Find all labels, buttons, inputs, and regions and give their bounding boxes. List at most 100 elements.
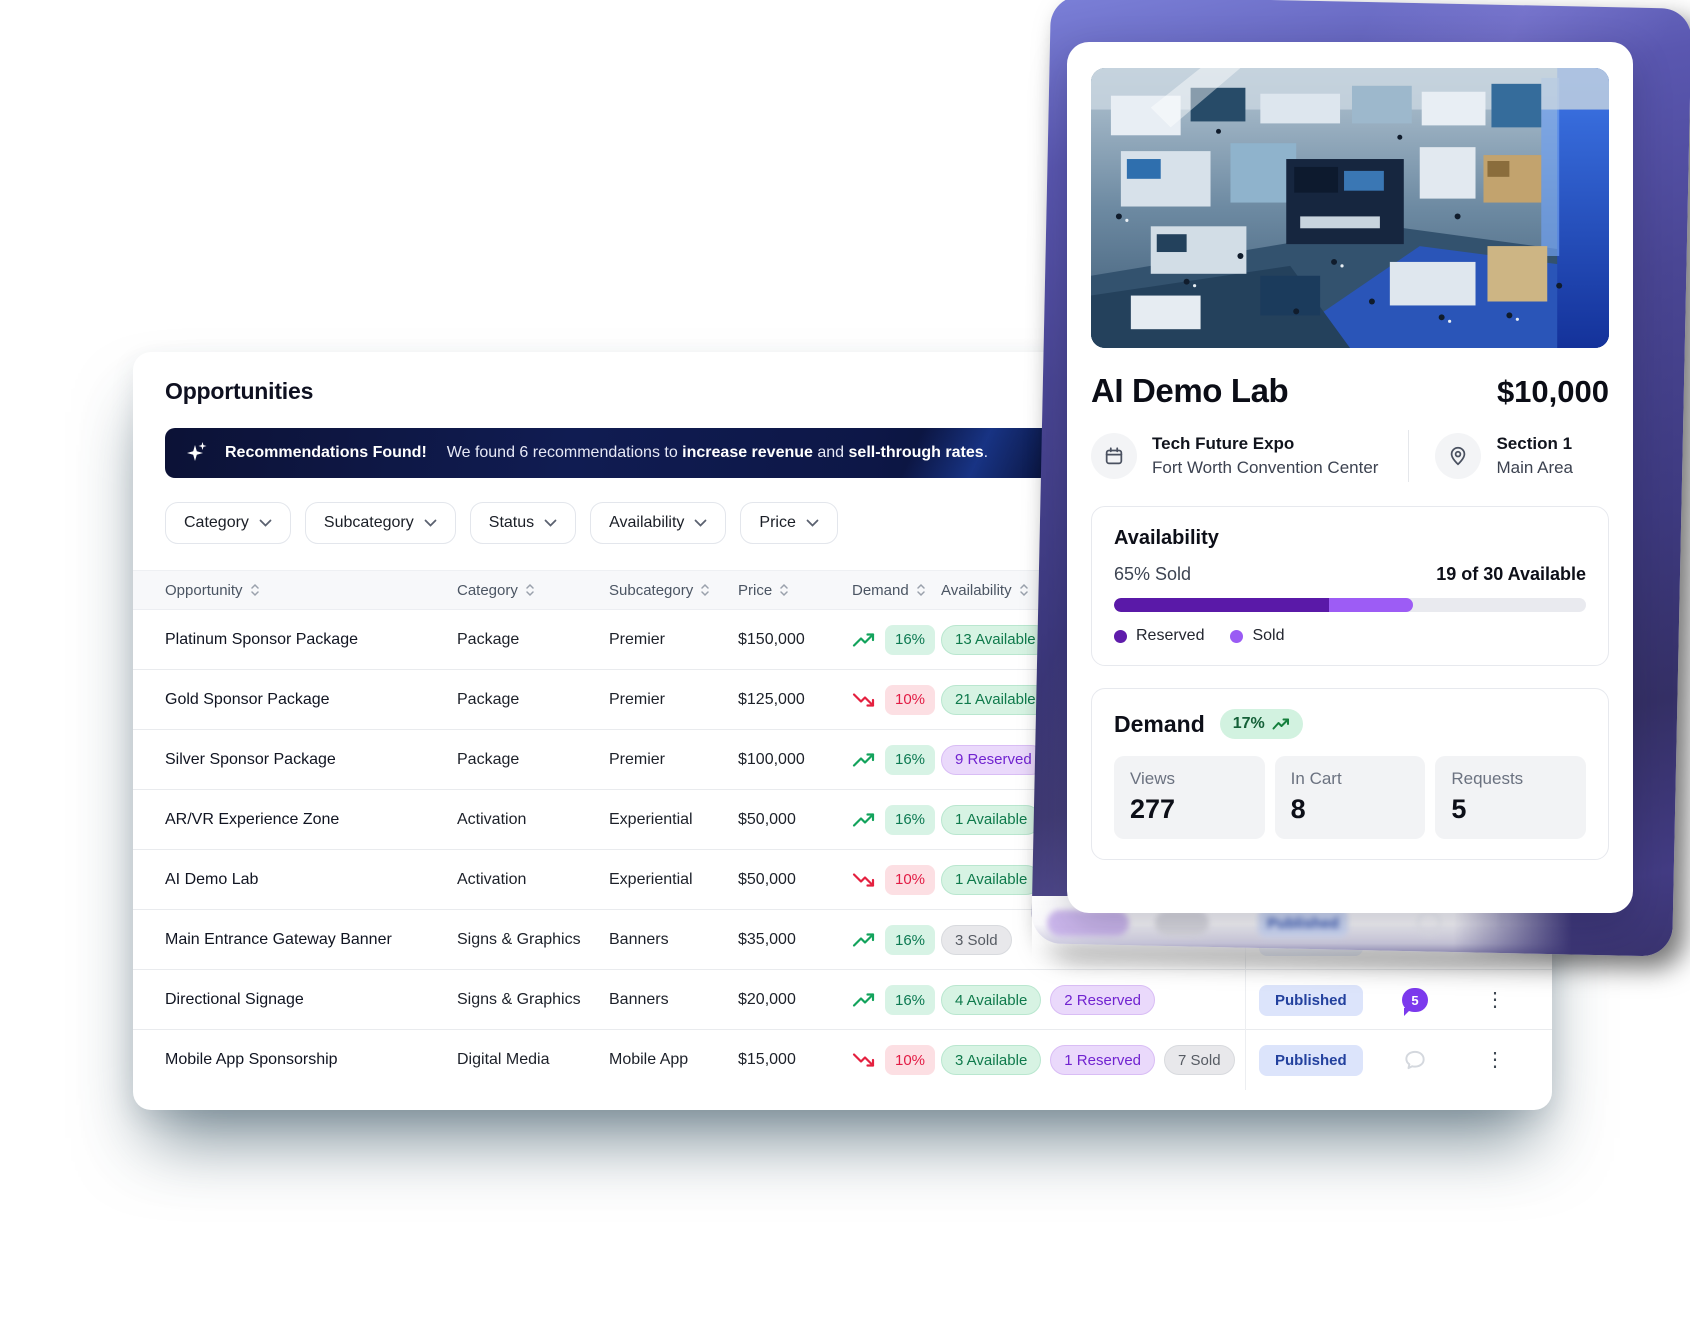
availability-heading: Availability	[1114, 527, 1219, 549]
sort-icon[interactable]	[779, 583, 789, 597]
status-badge: Published	[1259, 1044, 1363, 1076]
detail-title: AI Demo Lab	[1091, 372, 1289, 409]
cell-availability: 3 Sold	[941, 925, 1245, 955]
progress-sold-segment	[1328, 598, 1413, 612]
stat-label: Requests	[1451, 769, 1524, 788]
sort-icon[interactable]	[916, 583, 926, 597]
page-title: Opportunities	[165, 378, 314, 404]
cell-demand: 10%	[852, 864, 941, 895]
opportunity-detail-card: AI Demo Lab $10,000 Tech Future Expo For…	[1067, 42, 1633, 913]
chevron-down-icon	[544, 519, 557, 527]
filter-subcategory[interactable]: Subcategory	[304, 502, 456, 544]
available-badge: 1 Available	[941, 804, 1042, 835]
cell-comments: 5	[1370, 970, 1460, 1030]
trend-up-icon	[852, 993, 875, 1007]
event-venue: Fort Worth Convention Center	[1152, 458, 1379, 477]
cell-opportunity: Gold Sponsor Package	[165, 690, 330, 708]
column-header-category[interactable]: Category	[457, 582, 609, 599]
cell-availability: 4 Available 2 Reserved	[941, 985, 1245, 1015]
kebab-menu-icon[interactable]: ⋮	[1485, 1049, 1505, 1071]
stat-tile-in-cart: In Cart 8	[1274, 756, 1426, 839]
cell-category: Digital Media	[457, 1051, 550, 1068]
cell-category: Signs & Graphics	[457, 991, 581, 1008]
filter-label: Price	[759, 514, 796, 531]
demand-section: Demand 17% Views 277 In Cart 8 Requests 5	[1091, 688, 1609, 860]
available-badge: 1 Available	[941, 864, 1042, 895]
legend-item-sold: Sold	[1230, 627, 1285, 645]
info-divider	[1408, 430, 1410, 482]
column-header-subcategory[interactable]: Subcategory	[609, 582, 738, 599]
detail-price: $10,000	[1496, 374, 1609, 409]
sort-icon[interactable]	[525, 583, 535, 597]
stat-label: Views	[1130, 769, 1176, 788]
table-row[interactable]: AR/VR Experience Zone Activation Experie…	[133, 790, 1552, 850]
trend-down-icon	[852, 872, 875, 887]
cell-subcategory: Experiential	[609, 810, 693, 828]
cell-opportunity: Silver Sponsor Package	[165, 750, 336, 768]
cell-opportunity: AR/VR Experience Zone	[165, 810, 340, 828]
column-header-availability[interactable]: Availability	[941, 582, 1245, 599]
legend-dot	[1230, 629, 1244, 643]
chevron-down-icon	[424, 519, 437, 527]
cell-actions: ⋮	[1460, 970, 1530, 1030]
reserved-badge: 1 Reserved	[1050, 1045, 1156, 1075]
trend-up-icon	[852, 752, 875, 767]
cell-actions: ⋮	[1460, 1030, 1530, 1090]
filter-label: Category	[184, 514, 249, 531]
event-name: Tech Future Expo	[1152, 434, 1295, 453]
cell-category: Package	[457, 750, 520, 768]
chevron-down-icon	[806, 519, 819, 527]
cell-demand: 16%	[852, 744, 941, 775]
stat-value: 8	[1290, 794, 1306, 824]
calendar-icon	[1091, 433, 1137, 479]
available-badge: 4 Available	[941, 985, 1042, 1015]
expo-hall-photo	[1091, 68, 1609, 348]
filter-label: Subcategory	[323, 514, 414, 531]
column-header-demand[interactable]: Demand	[852, 582, 941, 599]
filter-availability[interactable]: Availability	[590, 502, 727, 544]
cell-price: $150,000	[738, 630, 805, 648]
blurred-reserved-badge	[1047, 910, 1129, 936]
location-area: Main Area	[1496, 458, 1574, 477]
table-row[interactable]: Gold Sponsor Package Package Premier $12…	[133, 670, 1552, 730]
cell-subcategory: Mobile App	[609, 1051, 689, 1068]
column-header-opportunity[interactable]: Opportunity	[165, 582, 457, 599]
cell-demand: 16%	[852, 804, 941, 835]
stat-value: 5	[1451, 794, 1467, 824]
chevron-down-icon	[695, 519, 707, 527]
trend-down-icon	[852, 1053, 875, 1067]
sort-icon[interactable]	[1019, 583, 1029, 597]
cell-price: $50,000	[738, 810, 796, 828]
banner-title: Recommendations Found!	[225, 444, 427, 461]
filter-status[interactable]: Status	[469, 502, 577, 544]
filter-bar: Category Subcategory Status Availability Pri…	[165, 502, 838, 544]
location-info: Section 1 Main Area	[1435, 433, 1573, 479]
trend-up-icon	[852, 812, 875, 827]
sort-icon[interactable]	[700, 583, 710, 597]
cell-opportunity: AI Demo Lab	[165, 870, 259, 888]
cell-demand: 16%	[852, 925, 941, 955]
table-row[interactable]: Platinum Sponsor Package Package Premier…	[133, 610, 1552, 670]
filter-price[interactable]: Price	[740, 502, 838, 544]
cell-price: $15,000	[738, 1051, 796, 1068]
table-row[interactable]: Mobile App Sponsorship Digital Media Mob…	[133, 1030, 1552, 1090]
sort-icon[interactable]	[250, 583, 260, 597]
cell-category: Activation	[457, 810, 527, 828]
filter-category[interactable]: Category	[165, 502, 291, 544]
table-row[interactable]: Directional Signage Signs & Graphics Ban…	[133, 970, 1552, 1030]
cell-price: $35,000	[738, 931, 796, 948]
cell-opportunity: Mobile App Sponsorship	[165, 1051, 338, 1068]
reserved-badge: 9 Reserved	[941, 744, 1046, 775]
legend-dot	[1114, 629, 1127, 643]
kebab-menu-icon[interactable]: ⋮	[1485, 989, 1505, 1011]
cell-category: Activation	[457, 870, 527, 888]
cell-availability: 1 Available	[941, 804, 1245, 835]
available-badge: 3 Available	[941, 1045, 1042, 1075]
cell-status: Published	[1245, 1030, 1370, 1090]
column-header-price[interactable]: Price	[738, 582, 852, 599]
cell-subcategory: Experiential	[609, 870, 693, 888]
table-row[interactable]: Silver Sponsor Package Package Premier $…	[133, 730, 1552, 790]
comment-icon[interactable]	[1402, 1047, 1428, 1073]
comment-count-badge[interactable]: 5	[1402, 988, 1428, 1012]
sparkles-icon	[185, 440, 211, 466]
